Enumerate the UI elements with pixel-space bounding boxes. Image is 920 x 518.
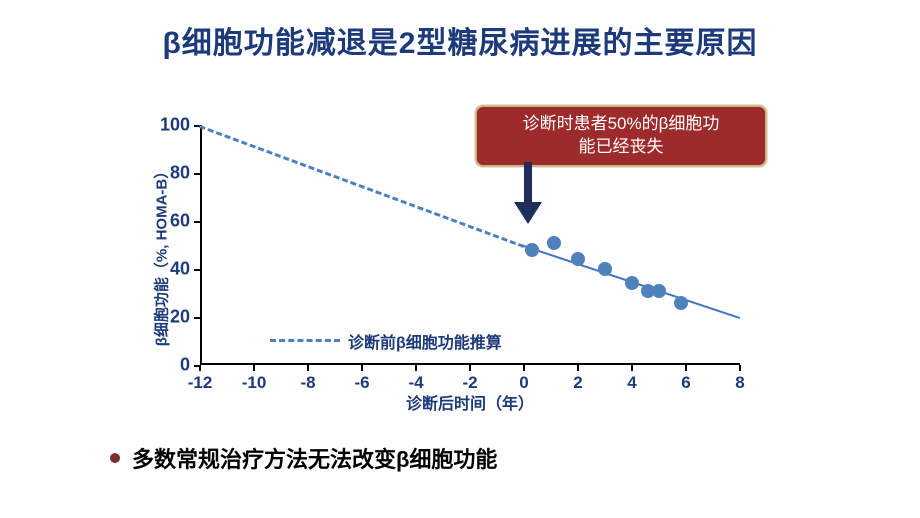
bullet-dot-icon [110, 453, 120, 463]
slide-title: β细胞功能减退是2型糖尿病进展的主要原因 [0, 18, 920, 62]
y-tick-label: 60 [142, 211, 190, 232]
x-axis-title: 诊断后时间（年） [200, 390, 740, 414]
y-tick [194, 221, 200, 223]
bullet-row: 多数常规治疗方法无法改变β细胞功能 [110, 442, 497, 474]
data-point [674, 296, 688, 310]
y-tick-label: 100 [142, 115, 190, 136]
x-tick [577, 365, 579, 371]
x-tick [253, 365, 255, 371]
x-tick [685, 365, 687, 371]
x-tick [361, 365, 363, 371]
bullet-text: 多数常规治疗方法无法改变β细胞功能 [132, 442, 497, 474]
slide: β细胞功能减退是2型糖尿病进展的主要原因 β细胞功能（%, HOMA-B） 02… [0, 0, 920, 518]
x-tick [415, 365, 417, 371]
callout-arrow-shaft [524, 162, 532, 204]
y-axis-line [200, 125, 202, 365]
data-point [525, 243, 539, 257]
callout-box: 诊断时患者50%的β细胞功 能已经丧失 [475, 105, 767, 167]
y-tick-label: 20 [142, 307, 190, 328]
y-tick [194, 173, 200, 175]
y-tick-label: 0 [142, 355, 190, 376]
x-tick [307, 365, 309, 371]
data-point [598, 262, 612, 276]
legend-label: 诊断前β细胞功能推算 [348, 329, 502, 353]
data-point [571, 252, 585, 266]
y-tick-label: 40 [142, 259, 190, 280]
x-tick [739, 365, 741, 371]
y-tick [194, 317, 200, 319]
chart: β细胞功能（%, HOMA-B） 020406080100-12-10-8-6-… [120, 100, 770, 410]
callout-line1: 诊断时患者50%的β细胞功 [491, 113, 751, 136]
callout-line2: 能已经丧失 [491, 136, 751, 159]
x-tick [523, 365, 525, 371]
x-tick [199, 365, 201, 371]
data-point [652, 284, 666, 298]
data-point [547, 236, 561, 250]
x-tick [469, 365, 471, 371]
legend-dash-sample [270, 339, 340, 342]
y-tick-label: 80 [142, 163, 190, 184]
y-tick [194, 269, 200, 271]
data-point [625, 276, 639, 290]
x-tick [631, 365, 633, 371]
callout-arrow-head [514, 202, 542, 224]
